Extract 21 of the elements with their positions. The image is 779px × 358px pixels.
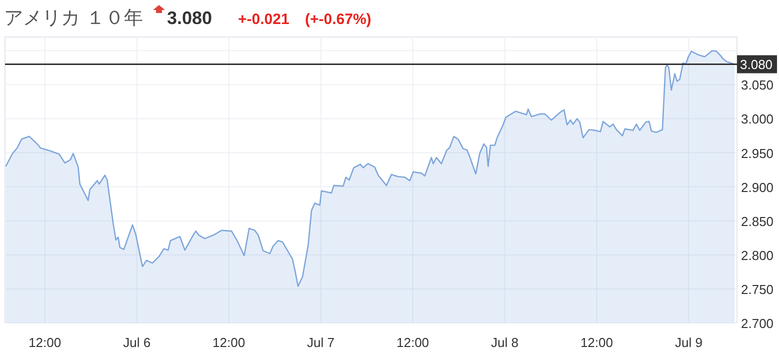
- x-tick-label: Jul 9: [674, 335, 702, 350]
- ref-line-label: 3.080: [740, 57, 773, 72]
- x-tick-label: 12:00: [396, 335, 430, 350]
- x-tick-label: 12:00: [580, 335, 614, 350]
- text: (+-0.67%): [305, 11, 372, 28]
- y-tick-label: 2.700: [741, 316, 774, 331]
- text: +-0.021: [238, 11, 290, 28]
- x-tick-label: Jul 7: [307, 335, 335, 350]
- x-tick-label: 12:00: [28, 335, 62, 350]
- y-tick-label: 3.050: [741, 78, 774, 93]
- y-tick-label: 2.900: [741, 180, 774, 195]
- y-tick-label: 2.950: [741, 146, 774, 161]
- text: 3.080: [167, 8, 212, 28]
- chart-title: アメリカ １０年: [4, 7, 144, 29]
- x-tick-label: Jul 6: [123, 335, 151, 350]
- y-tick-label: 3.000: [741, 112, 774, 127]
- x-tick-label: 12:00: [212, 335, 246, 350]
- x-tick-label: Jul 8: [491, 335, 518, 350]
- y-tick-label: 2.750: [741, 282, 774, 297]
- y-tick-label: 2.800: [741, 248, 774, 263]
- y-tick-label: 2.850: [741, 214, 774, 229]
